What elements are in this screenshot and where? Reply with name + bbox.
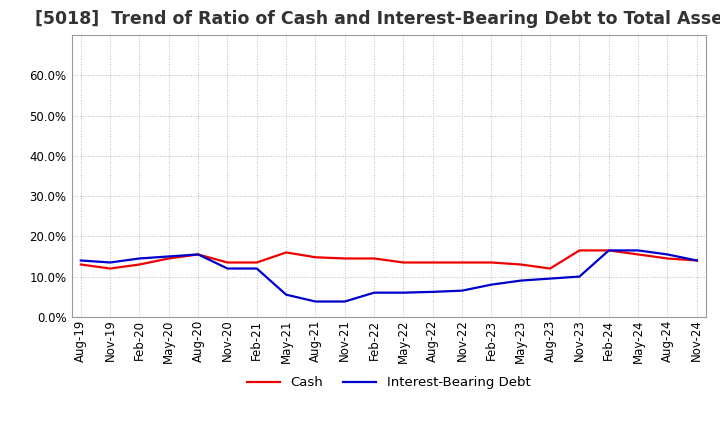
Cash [370,256,379,261]
Cash [516,262,525,267]
Cash [546,266,554,271]
Cash [106,266,114,271]
Cash [341,256,349,261]
Title: [5018]  Trend of Ratio of Cash and Interest-Bearing Debt to Total Assets: [5018] Trend of Ratio of Cash and Intere… [35,10,720,28]
Cash [253,260,261,265]
Interest-Bearing Debt [428,289,437,294]
Cash [487,260,496,265]
Interest-Bearing Debt [76,258,85,263]
Cash [223,260,232,265]
Interest-Bearing Debt [487,282,496,287]
Interest-Bearing Debt [253,266,261,271]
Cash [458,260,467,265]
Cash [575,248,584,253]
Interest-Bearing Debt [399,290,408,295]
Line: Cash: Cash [81,250,697,268]
Cash [282,250,290,255]
Interest-Bearing Debt [575,274,584,279]
Interest-Bearing Debt [605,248,613,253]
Interest-Bearing Debt [370,290,379,295]
Legend: Cash, Interest-Bearing Debt: Cash, Interest-Bearing Debt [242,371,536,395]
Interest-Bearing Debt [663,252,672,257]
Interest-Bearing Debt [164,254,173,259]
Cash [164,256,173,261]
Cash [399,260,408,265]
Cash [135,262,144,267]
Interest-Bearing Debt [516,278,525,283]
Interest-Bearing Debt [194,252,202,257]
Cash [693,258,701,263]
Cash [663,256,672,261]
Interest-Bearing Debt [223,266,232,271]
Interest-Bearing Debt [546,276,554,281]
Interest-Bearing Debt [135,256,144,261]
Interest-Bearing Debt [341,299,349,304]
Interest-Bearing Debt [282,292,290,297]
Cash [428,260,437,265]
Interest-Bearing Debt [311,299,320,304]
Interest-Bearing Debt [106,260,114,265]
Cash [194,252,202,257]
Cash [76,262,85,267]
Cash [634,252,642,257]
Interest-Bearing Debt [693,258,701,263]
Cash [605,248,613,253]
Interest-Bearing Debt [634,248,642,253]
Line: Interest-Bearing Debt: Interest-Bearing Debt [81,250,697,301]
Cash [311,255,320,260]
Interest-Bearing Debt [458,288,467,293]
